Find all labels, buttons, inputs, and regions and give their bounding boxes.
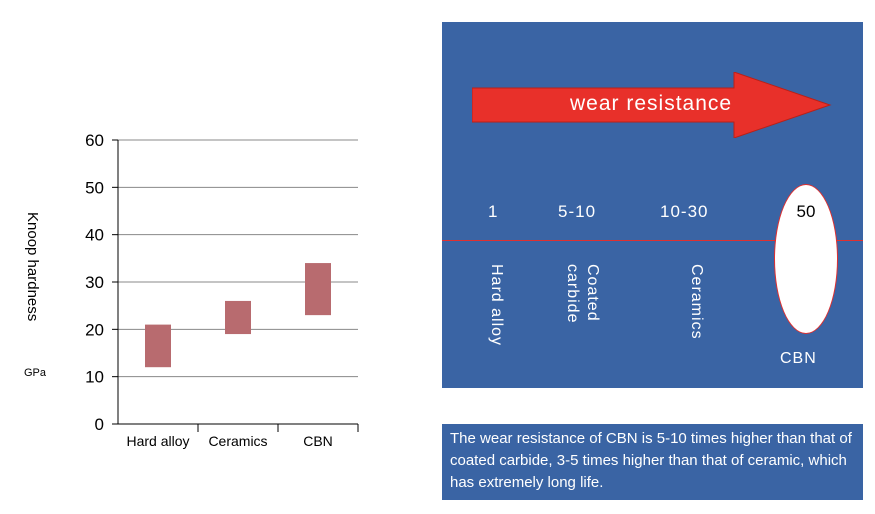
- range-bar: [305, 263, 331, 316]
- material-coated-line1: Coated: [584, 264, 601, 322]
- y-tick-label: 50: [85, 178, 104, 197]
- y-tick-label: 30: [85, 273, 104, 292]
- x-category-label: CBN: [303, 433, 333, 449]
- y-tick-label: 60: [85, 131, 104, 150]
- x-category-label: Ceramics: [208, 433, 267, 449]
- material-ceramics: Ceramics: [688, 264, 705, 340]
- material-hard-alloy: Hard alloy: [488, 264, 505, 347]
- divider-line: [442, 240, 863, 241]
- y-tick-label: 20: [85, 320, 104, 339]
- y-tick-labels: 0 10 20 30 40 50 60: [85, 131, 118, 434]
- multiplier-coated-carbide: 5-10: [558, 202, 597, 221]
- y-tick-label: 0: [95, 415, 104, 434]
- y-tick-label: 40: [85, 226, 104, 245]
- y-axis-unit: GPa: [24, 367, 47, 379]
- range-bar: [145, 324, 171, 368]
- multiplier-ceramics: 10-30: [660, 202, 709, 221]
- bars: [145, 263, 331, 368]
- material-coated-line2: carbide: [564, 264, 581, 324]
- x-category-label: Hard alloy: [126, 433, 189, 449]
- multiplier-cbn: 50: [796, 202, 816, 221]
- hardness-chart: 0 10 20 30 40 50 60 Hard alloy Ceramics CBN Knoo…: [24, 131, 359, 449]
- wear-resistance-panel: wear resistance 1 5-10 10-30 50 Hard all…: [442, 22, 863, 388]
- arrow-label: wear resistance: [570, 92, 733, 115]
- note-text-box: The wear resistance of CBN is 5-10 times…: [442, 424, 863, 500]
- x-category-labels: Hard alloy Ceramics CBN: [126, 424, 359, 449]
- material-cbn: CBN: [780, 350, 817, 367]
- wear-resistance-arrow: [472, 72, 832, 138]
- multiplier-hard-alloy: 1: [488, 202, 499, 221]
- range-bar: [225, 300, 251, 335]
- cbn-highlight-oval: [774, 184, 838, 334]
- y-tick-label: 10: [85, 368, 104, 387]
- y-axis-title: Knoop hardness: [24, 212, 41, 321]
